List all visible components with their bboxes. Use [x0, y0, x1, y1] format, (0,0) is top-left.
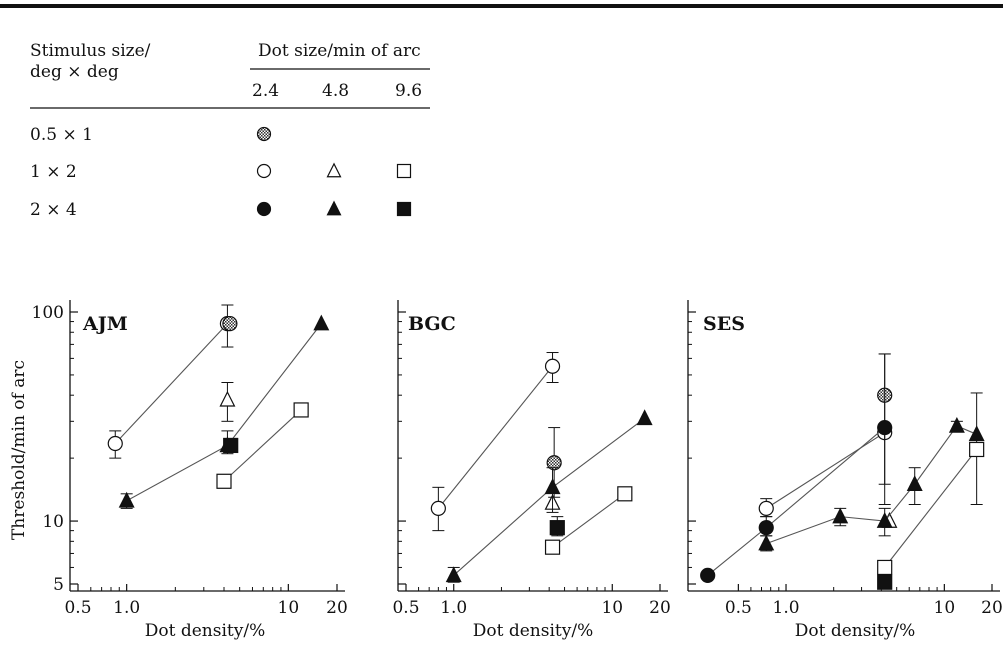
data-point-circle-hatched — [546, 455, 562, 471]
legend-stim-size-3: 2 × 4 — [30, 200, 77, 220]
panel-title-bgc: BGC — [408, 313, 456, 335]
series-line-circle-open — [114, 323, 228, 444]
data-point-square-filled — [877, 574, 893, 590]
data-point-triangle-filled — [118, 491, 135, 508]
panel-title-ajm: AJM — [82, 313, 128, 335]
data-point-square-open — [293, 402, 309, 418]
x-tick-label: 0.5 — [392, 598, 419, 618]
data-point-square-filled — [549, 520, 565, 536]
legend-row-header-line1: Stimulus size/ — [30, 41, 151, 61]
x-axis-label-ajm: Dot density/% — [145, 621, 265, 641]
series-line-triangle-filled — [766, 425, 977, 545]
x-tick-label: 20 — [981, 598, 1003, 618]
data-point-triangle-filled — [636, 409, 653, 426]
data-point-triangle-filled — [906, 475, 923, 492]
x-tick-label: 10 — [601, 598, 623, 618]
panel-ajm: AJM Dot density/% 5 10 100 0.5 1.0 10 20 — [32, 300, 348, 641]
panel-bgc: BGC Dot density/% 0.5 1.0 10 20 — [392, 300, 671, 641]
data-point-triangle-filled — [313, 314, 330, 331]
data-point-square-open — [617, 486, 633, 502]
data-point-triangle-filled — [876, 512, 893, 528]
legend-marker-circle-hatched — [256, 126, 272, 142]
x-tick-label: 0.5 — [64, 598, 91, 618]
data-point-circle-open — [758, 500, 774, 516]
data-point-triangle-open — [219, 390, 236, 407]
legend-stim-size-2: 1 × 2 — [30, 162, 77, 182]
data-point-square-filled — [223, 437, 239, 454]
data-point-square-open — [877, 559, 893, 576]
data-point-circle-filled — [877, 419, 893, 436]
data-point-triangle-filled — [544, 478, 561, 495]
x-tick-label: 10 — [278, 598, 300, 618]
data-point-triangle-filled — [445, 566, 462, 583]
data-point-circle-open — [430, 500, 446, 516]
series-line-square-open — [223, 409, 302, 482]
legend-marker-square-filled — [396, 201, 412, 217]
series-line-square-open — [884, 449, 978, 568]
data-point-circle-filled — [700, 567, 716, 583]
data-point-triangle-filled — [968, 425, 985, 442]
y-tick-label: 10 — [42, 512, 64, 532]
legend-markers — [256, 126, 412, 217]
x-tick-label: 1.0 — [773, 598, 800, 618]
legend-marker-square-open — [396, 163, 412, 179]
legend-table: Stimulus size/ deg × deg Dot size/min of… — [30, 41, 430, 220]
legend-col-header: Dot size/min of arc — [258, 41, 421, 61]
data-point-square-open — [544, 539, 561, 555]
y-axis-label: Threshold/min of arc — [9, 360, 29, 540]
legend-marker-circle-open — [256, 163, 272, 179]
panel-title-ses: SES — [703, 313, 745, 335]
series-line-circle-open — [765, 432, 885, 509]
x-tick-label: 1.0 — [440, 598, 467, 618]
x-tick-label: 0.5 — [725, 598, 752, 618]
legend-dot-size-2: 4.8 — [322, 81, 349, 101]
data-point-circle-open — [107, 435, 123, 452]
data-point-triangle-filled — [758, 534, 775, 551]
y-tick-label: 100 — [32, 303, 64, 323]
data-point-circle-filled — [758, 520, 774, 536]
series-line-circle-filled — [707, 427, 886, 576]
x-axis-label-ses: Dot density/% — [795, 621, 915, 641]
legend-row-header-line2: deg × deg — [30, 62, 119, 82]
x-tick-label: 10 — [934, 598, 956, 618]
data-point-circle-hatched — [222, 316, 238, 332]
data-point-triangle-filled — [948, 416, 965, 433]
data-point-square-open — [216, 473, 232, 489]
x-tick-label: 1.0 — [113, 598, 140, 618]
x-tick-label: 20 — [326, 598, 348, 618]
x-axis-label-bgc: Dot density/% — [473, 621, 593, 641]
data-point-square-open — [969, 441, 985, 458]
data-point-circle-open — [544, 358, 561, 374]
series-line-circle-open — [437, 365, 553, 509]
legend-dot-size-3: 9.6 — [395, 81, 422, 101]
series-line-square-open — [552, 493, 626, 548]
y-tick-label: 5 — [53, 575, 64, 595]
legend-marker-triangle-filled — [326, 200, 342, 216]
legend-marker-circle-filled — [256, 201, 272, 217]
legend-dot-size-1: 2.4 — [252, 81, 279, 101]
data-point-triangle-filled — [832, 507, 849, 524]
legend-marker-triangle-open — [326, 162, 342, 178]
x-tick-label: 20 — [649, 598, 671, 618]
panel-ses: SES Dot density/% 0.5 1.0 10 20 — [687, 300, 1003, 641]
legend-stim-size-1: 0.5 × 1 — [30, 125, 93, 145]
